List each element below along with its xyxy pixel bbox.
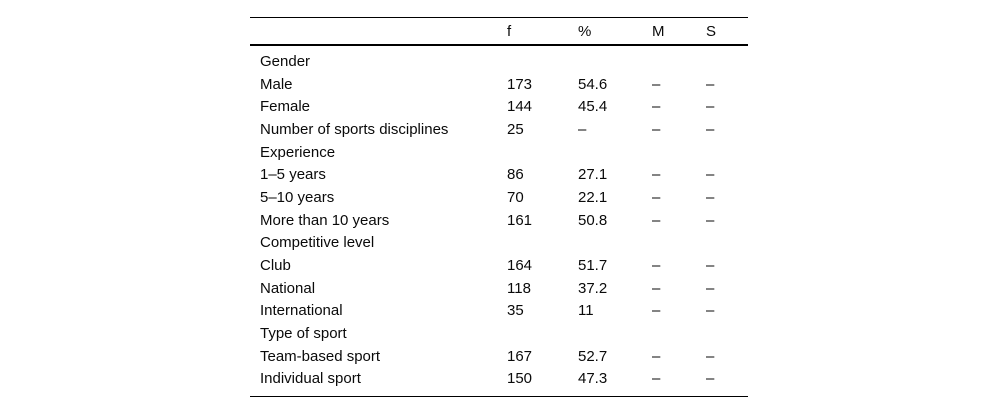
column-header-sd: S xyxy=(706,22,717,40)
table-row: 5–10 years 70 22.1 – – xyxy=(250,186,748,209)
percent-cell: 54.6 xyxy=(578,75,608,93)
f-cell: 25 xyxy=(507,120,524,138)
percent-cell: 51.7 xyxy=(578,257,608,275)
f-cell: 167 xyxy=(507,347,533,365)
demographics-table: f % M S Gender Male 173 54.6 – – Female 144 45.4… xyxy=(250,17,748,398)
row-label-cell: Individual sport xyxy=(260,370,361,388)
row-label-cell: More than 10 years xyxy=(260,211,390,229)
f-cell: 118 xyxy=(507,279,531,297)
f-cell: 173 xyxy=(507,75,533,93)
table-row: Team-based sport 167 52.7 – – xyxy=(250,345,748,368)
row-label-cell: Club xyxy=(260,257,291,275)
percent-cell: 11 xyxy=(578,302,594,320)
row-label-cell: National xyxy=(260,279,316,297)
sd-cell: – xyxy=(706,166,715,184)
f-cell: 150 xyxy=(507,370,533,388)
column-header-percent: % xyxy=(578,22,592,40)
f-cell: 86 xyxy=(507,166,524,184)
row-label-cell: 1–5 years xyxy=(260,166,326,184)
mean-cell: – xyxy=(652,347,661,365)
table-row: International 35 11 – – xyxy=(250,300,748,323)
sd-cell: – xyxy=(706,347,715,365)
table-row: Female 144 45.4 – – xyxy=(250,95,748,118)
column-header-mean: M xyxy=(652,22,665,40)
mean-cell: – xyxy=(652,370,661,388)
mean-cell: – xyxy=(652,166,661,184)
f-cell: 161 xyxy=(507,211,533,229)
f-cell: 144 xyxy=(507,98,533,116)
sd-cell: – xyxy=(706,211,715,229)
table-header-row: f % M S xyxy=(250,18,748,46)
f-cell: 70 xyxy=(507,188,524,206)
row-label-cell: Competitive level xyxy=(260,234,375,252)
sd-cell: – xyxy=(706,75,715,93)
sd-cell: – xyxy=(706,98,715,116)
mean-cell: – xyxy=(652,302,661,320)
table-row: Club 164 51.7 – – xyxy=(250,254,748,277)
sd-cell: – xyxy=(706,370,715,388)
percent-cell: – xyxy=(578,120,587,138)
sd-cell: – xyxy=(706,302,715,320)
table-row: Individual sport 150 47.3 – – xyxy=(250,368,748,391)
table-row: National 118 37.2 – – xyxy=(250,277,748,300)
row-label-cell: Experience xyxy=(260,143,336,161)
mean-cell: – xyxy=(652,211,661,229)
table-row: Gender xyxy=(250,50,748,73)
f-cell: 35 xyxy=(507,302,524,320)
table-row: Male 173 54.6 – – xyxy=(250,73,748,96)
mean-cell: – xyxy=(652,279,661,297)
percent-cell: 50.8 xyxy=(578,211,608,229)
row-label-cell: 5–10 years xyxy=(260,188,335,206)
percent-cell: 22.1 xyxy=(578,188,608,206)
table-row: Number of sports disciplines 25 – – – xyxy=(250,118,748,141)
sd-cell: – xyxy=(706,257,715,275)
percent-cell: 47.3 xyxy=(578,370,608,388)
mean-cell: – xyxy=(652,75,661,93)
mean-cell: – xyxy=(652,257,661,275)
table-row: Type of sport xyxy=(250,322,748,345)
row-label-cell: Number of sports disciplines xyxy=(260,120,449,138)
percent-cell: 27.1 xyxy=(578,166,608,184)
table-row: Experience xyxy=(250,141,748,164)
row-label-cell: Female xyxy=(260,98,311,116)
percent-cell: 45.4 xyxy=(578,98,608,116)
sd-cell: – xyxy=(706,188,715,206)
row-label-cell: Type of sport xyxy=(260,325,347,343)
percent-cell: 37.2 xyxy=(578,279,608,297)
table-row: More than 10 years 161 50.8 – – xyxy=(250,209,748,232)
row-label-cell: Team-based sport xyxy=(260,347,381,365)
column-header-f: f xyxy=(507,22,512,40)
percent-cell: 52.7 xyxy=(578,347,608,365)
sd-cell: – xyxy=(706,120,715,138)
mean-cell: – xyxy=(652,120,661,138)
table-body: Gender Male 173 54.6– – Female 144 45.4– – Number… xyxy=(250,46,748,396)
table-row: 1–5 years 86 27.1 – – xyxy=(250,163,748,186)
table-row: Competitive level xyxy=(250,232,748,255)
row-label-cell: Gender xyxy=(260,52,311,70)
row-label-cell: Male xyxy=(260,75,293,93)
mean-cell: – xyxy=(652,188,661,206)
row-label-cell: International xyxy=(260,302,343,320)
f-cell: 164 xyxy=(507,257,533,275)
sd-cell: – xyxy=(706,279,715,297)
mean-cell: – xyxy=(652,98,661,116)
